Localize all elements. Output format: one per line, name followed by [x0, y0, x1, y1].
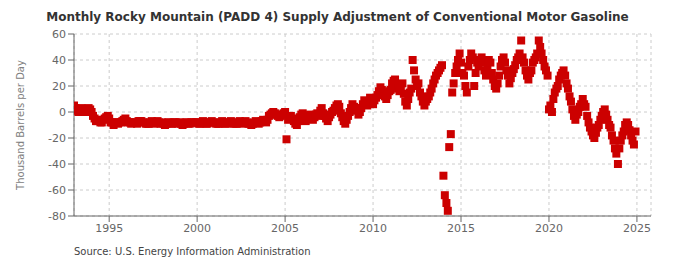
svg-text:1995: 1995: [95, 222, 123, 235]
svg-text:Thousand Barrels per Day: Thousand Barrels per Day: [15, 60, 26, 191]
svg-text:-60: -60: [48, 184, 66, 197]
html-text:Source: U.S. Energy Informatio: Source: U.S. Energy Information Administ…: [74, 246, 311, 257]
svg-text:0: 0: [59, 106, 66, 119]
svg-text:40: 40: [52, 54, 66, 67]
svg-text:2020: 2020: [535, 222, 563, 235]
svg-text:2010: 2010: [359, 222, 387, 235]
svg-text:2005: 2005: [271, 222, 299, 235]
html-text:Monthly Rocky Mountain (PADD 4: Monthly Rocky Mountain (PADD 4) Supply A…: [46, 10, 629, 24]
svg-text:-80: -80: [48, 210, 66, 223]
svg-text:2000: 2000: [183, 222, 211, 235]
svg-text:-20: -20: [48, 132, 66, 145]
svg-text:2015: 2015: [447, 222, 475, 235]
svg-text:2025: 2025: [623, 222, 651, 235]
svg-text:60: 60: [52, 28, 66, 41]
svg-text:20: 20: [52, 80, 66, 93]
svg-text:-40: -40: [48, 158, 66, 171]
